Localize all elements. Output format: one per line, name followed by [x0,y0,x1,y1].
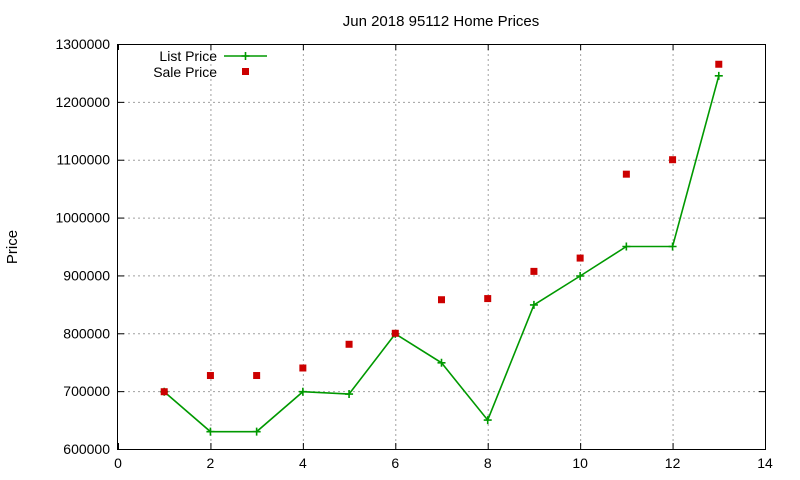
x-tick-label: 6 [391,455,399,471]
y-tick-label: 700000 [63,383,110,399]
sale-price-point [345,340,353,348]
y-tick-label: 1200000 [55,94,110,110]
sale-price-point [299,364,307,372]
sale-price-point [253,372,261,380]
list-price-point [668,242,677,251]
list-price-point [483,416,492,425]
plot-frame [117,44,766,450]
sale-price-point [438,296,445,304]
y-tick-label: 1100000 [57,152,111,168]
sale-price-point [530,267,538,275]
sale-price-point [622,170,630,178]
legend-marker-list-price [241,52,250,60]
y-tick-label: 900000 [63,267,110,283]
list-price-point [714,71,723,80]
sale-price-point [206,372,214,380]
x-tick-label: 12 [665,455,681,471]
y-tick-label: 1300000 [55,36,110,52]
legend: List Price Sale Price [153,48,267,80]
x-tick-label: 10 [572,455,588,471]
sale-price-point [484,295,492,303]
series-layer [160,60,723,436]
x-tick-label: 0 [114,455,122,471]
list-price-point [252,427,261,436]
legend-label-sale-price: Sale Price [153,64,217,80]
y-tick-label: 800000 [63,325,110,341]
y-axis-label: Price [4,230,21,264]
sale-price-point [576,254,584,262]
sale-price-point [160,388,168,396]
y-tick-label: 600000 [63,441,110,457]
y-tick-label: 1000000 [55,210,110,226]
x-tick-label: 4 [299,455,307,471]
list-price-point [345,390,354,399]
legend-label-list-price: List Price [159,48,217,64]
list-price-point [529,300,538,309]
list-price-point [576,272,585,281]
sale-price-point [715,60,723,68]
list-price-point [437,358,446,367]
sale-price-point [391,329,399,337]
x-tick-label: 8 [484,455,492,471]
legend-marker-sale-price [242,68,249,75]
chart-title: Jun 2018 95112 Home Prices [343,13,540,30]
tick-marks: 0 2 4 6 8 10 12 14 600000 700000 800000 900000 10000… [55,36,773,471]
sale-price-point [669,156,677,164]
list-price-point [206,427,215,436]
list-price-line [163,75,720,433]
list-price-point [622,242,631,251]
x-tick-label: 2 [207,455,215,471]
x-tick-label: 14 [757,455,773,471]
list-price-point [298,387,307,396]
